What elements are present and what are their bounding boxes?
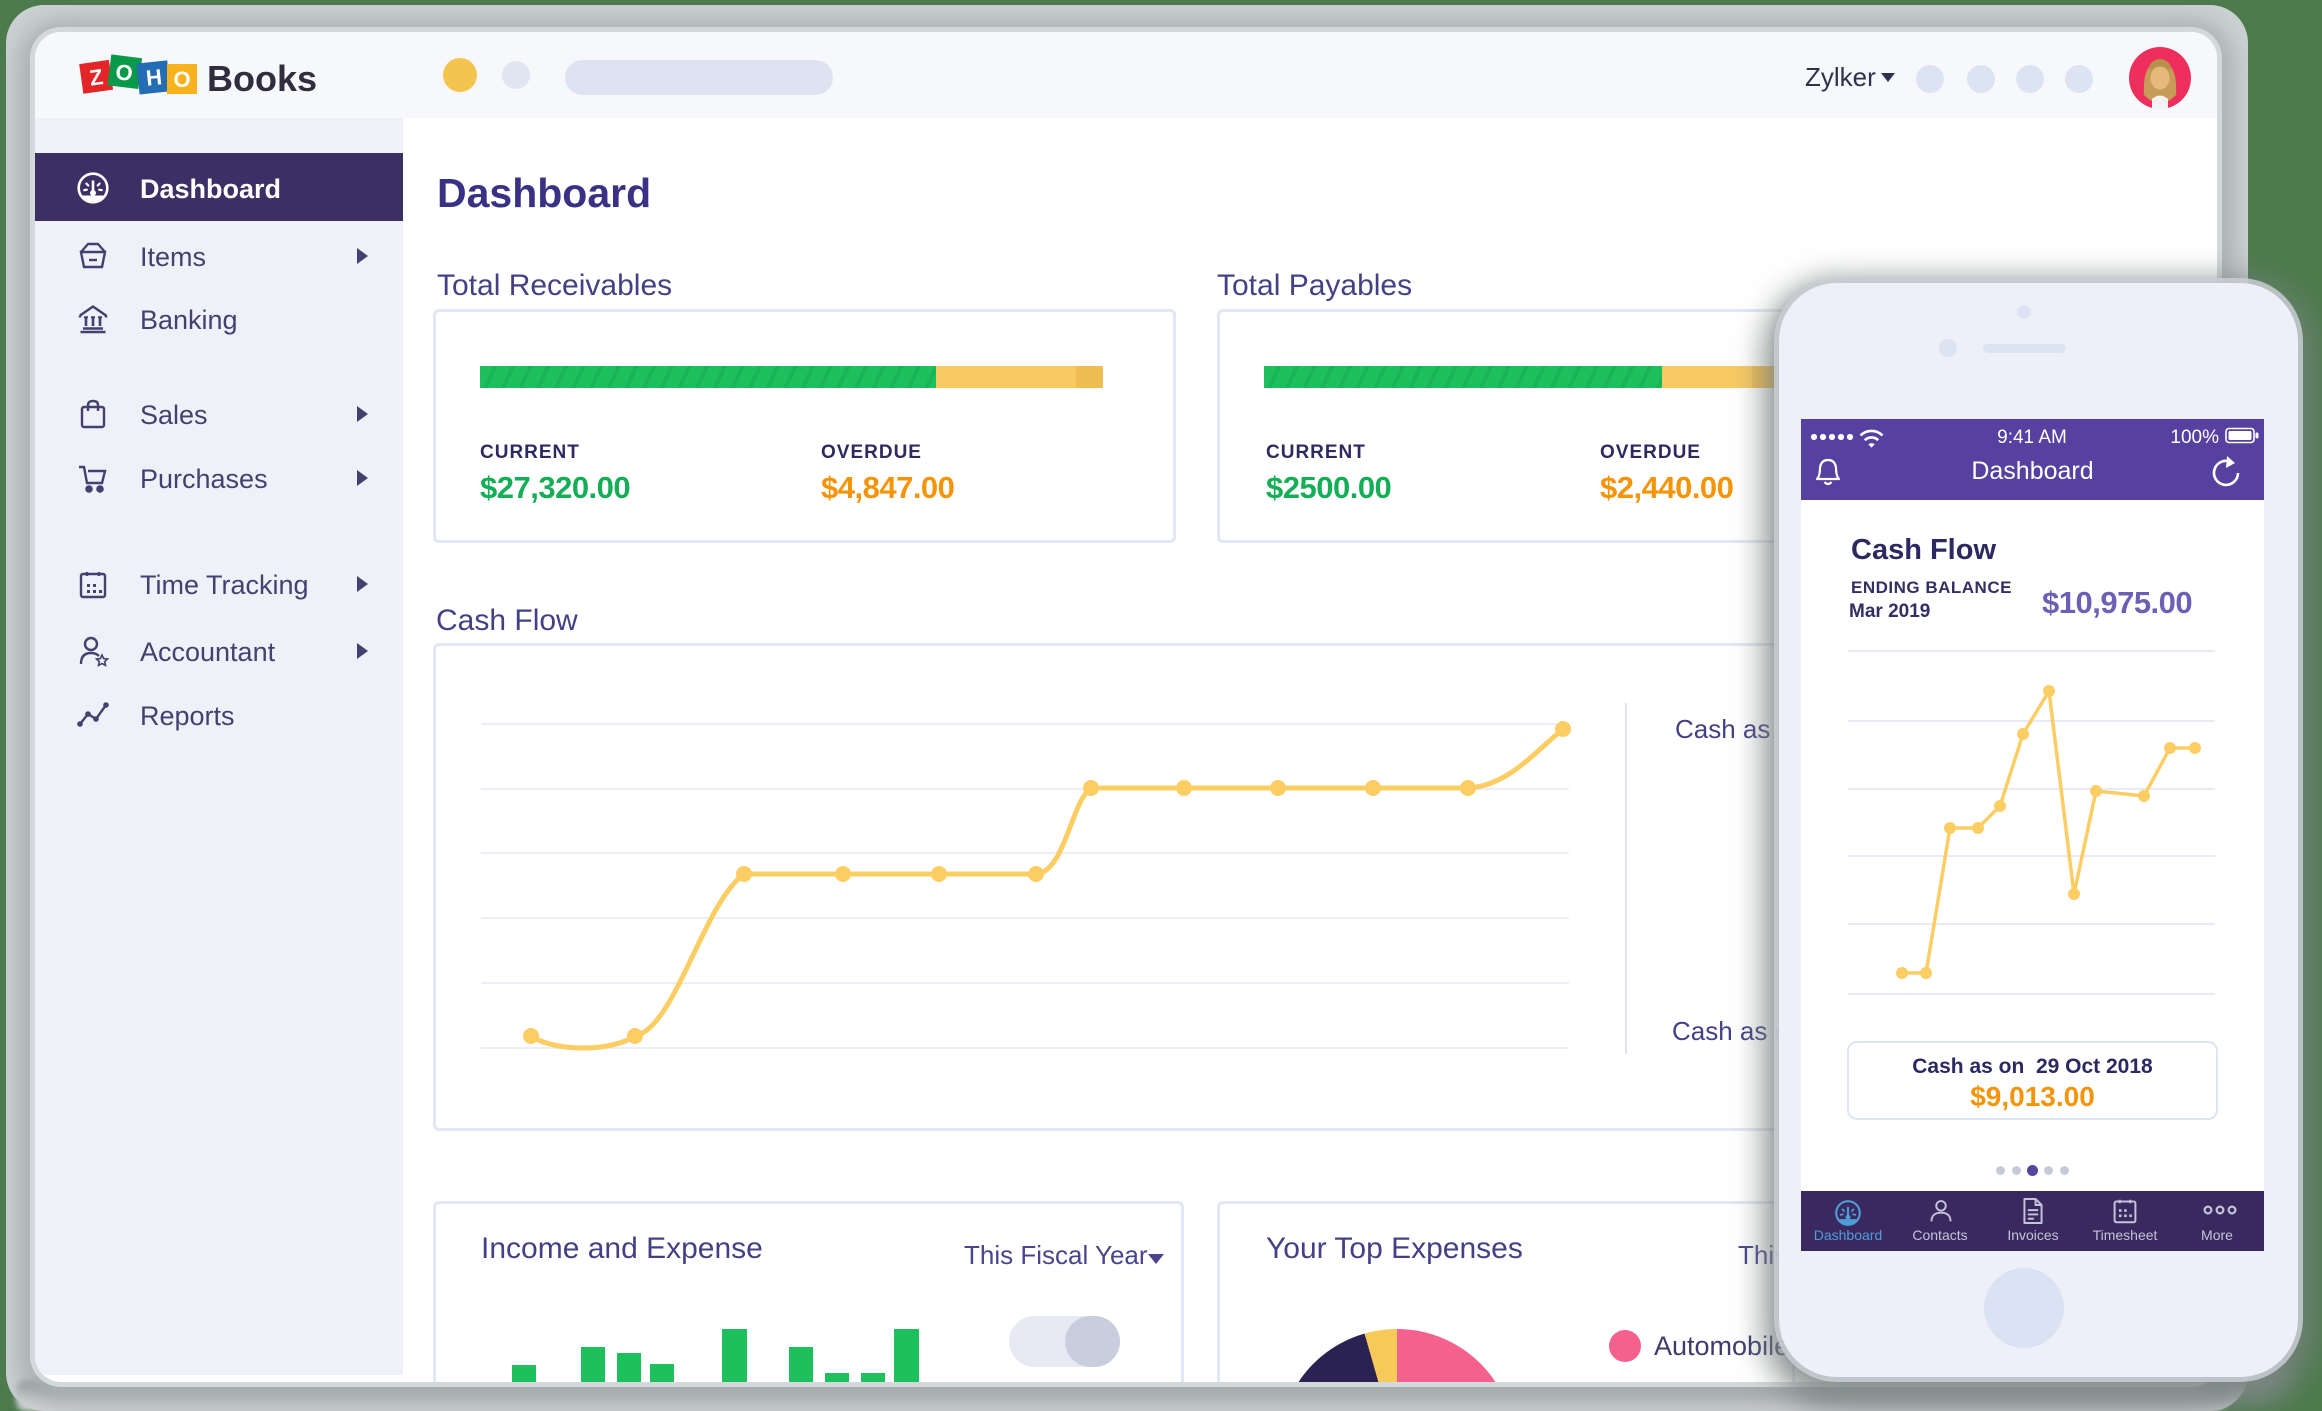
svg-text:O: O: [173, 67, 190, 92]
svg-text:Z: Z: [88, 64, 105, 91]
svg-text:H: H: [145, 64, 163, 91]
svg-text:9:41 AM: 9:41 AM: [1997, 427, 2067, 448]
svg-text:100%: 100%: [2170, 427, 2219, 448]
svg-text:O: O: [114, 59, 134, 86]
